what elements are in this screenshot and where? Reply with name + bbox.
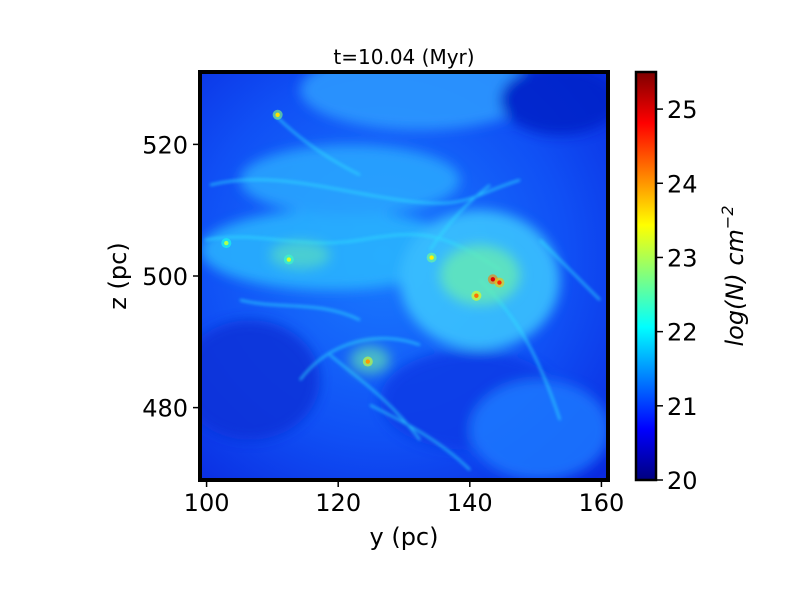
colorbar-tick-label: 20 — [667, 467, 698, 495]
dense-cores-layer — [221, 109, 505, 367]
filaments — [204, 114, 601, 471]
y-axis-label: z (pc) — [104, 242, 132, 309]
x-tick-label: 160 — [579, 489, 625, 517]
dense-core — [224, 240, 229, 246]
colorbar: 20 21 22 23 24 25 log(N) cm−2 — [634, 70, 749, 495]
dense-core — [365, 359, 371, 364]
dense-core — [474, 293, 479, 298]
y-tick-label: 520 — [142, 131, 188, 159]
chart-title: t=10.04 (Myr) — [333, 45, 474, 69]
x-tick-label: 120 — [315, 489, 361, 517]
dense-core — [286, 257, 292, 262]
x-tick-label: 100 — [184, 489, 230, 517]
colorbar-label: log(N) cm−2 — [718, 205, 749, 346]
x-tick-label: 140 — [447, 489, 493, 517]
colorbar-ticks: 20 21 22 23 24 25 — [656, 96, 698, 495]
x-axis-label: y (pc) — [370, 523, 439, 551]
colorbar-tick-label: 21 — [667, 393, 698, 421]
diffuse-gas — [200, 72, 608, 480]
y-axis: 480 500 520 — [142, 131, 200, 423]
x-axis: 100 120 140 160 — [184, 480, 625, 517]
y-tick-label: 500 — [142, 263, 188, 291]
colorbar-tick-label: 22 — [667, 319, 698, 347]
colorbar-tick-label: 23 — [667, 244, 698, 272]
dense-core — [490, 277, 496, 282]
y-tick-label: 480 — [142, 395, 188, 423]
heatmap-panel — [200, 72, 608, 480]
dense-core — [497, 280, 502, 285]
colorbar-tick-label: 24 — [667, 170, 698, 198]
colorbar-tick-label: 25 — [667, 96, 698, 124]
dense-core — [275, 112, 280, 117]
colorbar-gradient — [636, 72, 656, 480]
colorbar-frame — [634, 70, 658, 482]
dense-core — [429, 255, 434, 260]
